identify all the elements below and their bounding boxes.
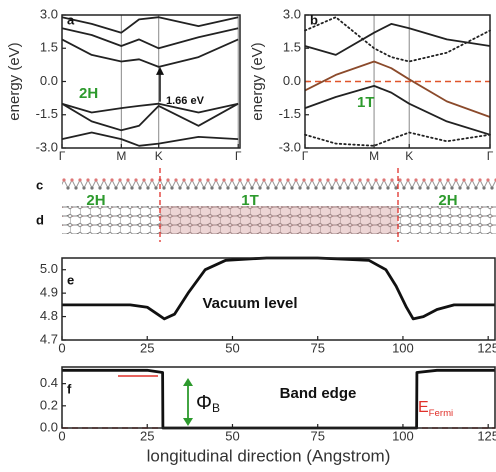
figure: c d 2H 1T 2H ΓMKΓ-3.0-1.50.01.53.0aenerg… [0, 0, 496, 472]
gap-arrowhead [156, 67, 164, 75]
y-tick-label: 1.5 [40, 40, 58, 55]
phase-label: 1T [357, 94, 375, 111]
y-tick-label: 0.0 [283, 73, 301, 88]
y-tick-label: 0.4 [40, 375, 58, 390]
x-tick-label: 125 [477, 340, 496, 355]
y-tick-label: -3.0 [279, 139, 301, 154]
y-tick-label: 3.0 [40, 6, 58, 21]
x-tick-label: 25 [140, 428, 154, 443]
phase-label: 2H [438, 192, 457, 209]
panel-label: b [310, 12, 318, 27]
x-tick-label: 100 [392, 428, 414, 443]
y-tick-label: 4.8 [40, 308, 58, 323]
symbol: Φ [196, 392, 212, 414]
y-axis-title: energy (eV) [6, 42, 23, 120]
phase-label: 2H [79, 85, 98, 102]
annotation: Vacuum level [202, 295, 297, 312]
symbol-label: EFermi [418, 399, 453, 418]
x-tick-label: 75 [310, 428, 324, 443]
x-tick-label: K [155, 149, 163, 163]
panel-label: f [67, 381, 72, 396]
y-tick-label: 4.7 [40, 331, 58, 346]
x-tick-label: 100 [392, 340, 414, 355]
y-tick-label: -1.5 [279, 106, 301, 121]
panel: 0 25 50 75 100 125 4.7 4.8 4.9 5.0 e Vacuum level [40, 258, 496, 355]
x-tick-label: K [405, 149, 413, 163]
x-tick-label: 50 [225, 340, 239, 355]
series-line [62, 104, 238, 113]
subscript: B [212, 401, 220, 415]
y-tick-label: 3.0 [283, 6, 301, 21]
y-tick-label: 0.0 [40, 419, 58, 434]
y-tick-label: 1.5 [283, 40, 301, 55]
y-tick-label: 4.9 [40, 285, 58, 300]
x-tick-label: Γ [235, 149, 242, 163]
x-tick-label: 75 [310, 340, 324, 355]
x-tick-label: 0 [58, 428, 65, 443]
phase-label: 2H [86, 192, 105, 209]
series-line [62, 28, 238, 48]
y-axis-title: energy (eV) [249, 42, 266, 120]
y-tick-label: -1.5 [36, 106, 58, 121]
series-line [305, 24, 490, 55]
panel-label: e [67, 272, 74, 287]
y-tick-label: 5.0 [40, 261, 58, 276]
series-line [62, 133, 238, 146]
y-tick-label: -3.0 [36, 139, 58, 154]
y-tick-label: 0.2 [40, 397, 58, 412]
structure-c [62, 178, 496, 194]
x-tick-label: 0 [58, 340, 65, 355]
phase-label: 1T [241, 192, 259, 209]
series-line [305, 62, 490, 118]
annotation: 1.66 eV [166, 95, 205, 107]
series-line [62, 104, 238, 131]
x-tick-label: M [369, 149, 379, 163]
series-line [305, 133, 490, 146]
symbol-label: ΦB [196, 392, 220, 415]
x-tick-label: Γ [487, 149, 494, 163]
subscript: Fermi [429, 408, 454, 419]
symbol: E [418, 399, 429, 416]
structure-d [62, 206, 496, 234]
x-tick-label: 50 [225, 428, 239, 443]
panel-label: d [36, 212, 44, 227]
x-tick-label: Γ [302, 149, 309, 163]
series-line [62, 17, 238, 33]
x-tick-label: 125 [477, 428, 496, 443]
panel-label: a [67, 12, 75, 27]
panel: 0 25 50 75 100 125 0.0 0.2 0.4 f Band edge longitud… [40, 367, 496, 465]
series-line [62, 370, 495, 428]
x-tick-label: 25 [140, 340, 154, 355]
x-tick-label: M [116, 149, 126, 163]
annotation: Band edge [280, 385, 357, 402]
x-tick-label: Γ [59, 149, 66, 163]
panel-label: c [36, 177, 43, 192]
series-line [305, 86, 490, 135]
x-axis-title: longitudinal direction (Angstrom) [147, 446, 391, 465]
y-tick-label: 0.0 [40, 73, 58, 88]
